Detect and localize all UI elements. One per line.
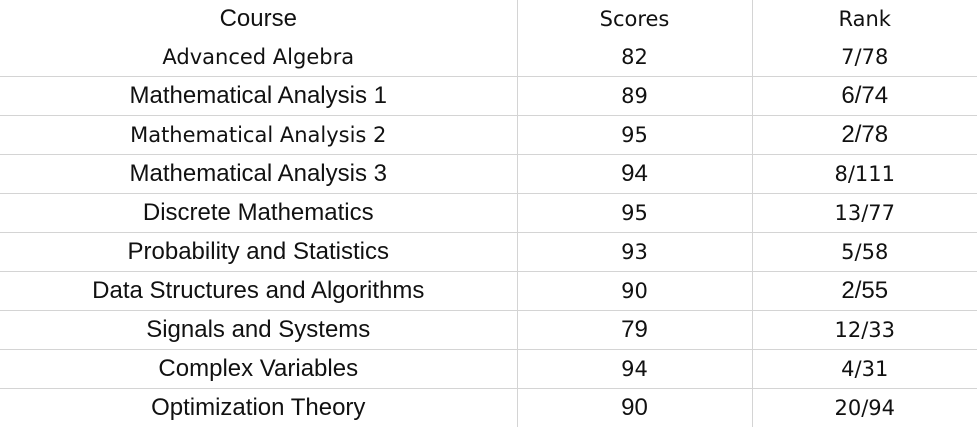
table-body: Advanced Algebra 82 7/78 Mathematical Analy… — [0, 38, 977, 427]
rank-cell: 8/111 — [752, 154, 977, 194]
score-cell: 79 — [517, 310, 753, 350]
score-cell: 94 — [517, 154, 753, 194]
course-cell: Data Structures and Algorithms — [0, 271, 518, 311]
score-cell: 90 — [517, 271, 753, 311]
score-cell: 82 — [517, 38, 753, 77]
course-cell: Complex Variables — [0, 349, 518, 389]
rank-cell: 7/78 — [752, 38, 977, 77]
header-row: Course Scores Rank — [0, 0, 977, 38]
course-cell: Advanced Algebra — [0, 38, 518, 77]
table-row: Mathematical Analysis 3 94 8/111 — [0, 154, 977, 194]
score-cell: 95 — [517, 193, 753, 233]
rank-column-header: Rank — [838, 7, 891, 31]
score-cell: 95 — [517, 115, 753, 155]
rank-cell: 5/58 — [752, 232, 977, 272]
score-cell: 93 — [517, 232, 753, 272]
rank-cell: 13/77 — [752, 193, 977, 233]
course-cell: Mathematical Analysis 1 — [0, 76, 518, 116]
table-row: Optimization Theory 90 20/94 — [0, 388, 977, 427]
rank-cell: 2/55 — [752, 271, 977, 311]
scores-column-header: Scores — [517, 0, 753, 38]
table-row: Probability and Statistics 93 5/58 — [0, 232, 977, 272]
score-cell: 90 — [517, 388, 753, 427]
score-cell: 94 — [517, 349, 753, 389]
table-row: Data Structures and Algorithms 90 2/55 — [0, 271, 977, 311]
table-row: Advanced Algebra 82 7/78 — [0, 38, 977, 77]
course-cell: Probability and Statistics — [0, 232, 518, 272]
rank-cell: 20/94 — [834, 396, 896, 420]
score-cell: 89 — [517, 76, 753, 116]
table-row: Discrete Mathematics 95 13/77 — [0, 193, 977, 233]
table-row: Mathematical Analysis 2 95 2/78 — [0, 115, 977, 155]
course-cell: Discrete Mathematics — [0, 193, 518, 233]
table-row: Mathematical Analysis 1 89 6/74 — [0, 76, 977, 116]
rank-cell: 12/33 — [752, 310, 977, 350]
table-row: Complex Variables 94 4/31 — [0, 349, 977, 389]
course-column-header: Course — [0, 0, 518, 38]
course-cell: Mathematical Analysis 3 — [0, 154, 518, 194]
course-cell: Mathematical Analysis 2 — [0, 115, 518, 155]
rank-cell: 4/31 — [752, 349, 977, 389]
course-cell: Signals and Systems — [0, 310, 518, 350]
rank-cell: 6/74 — [752, 76, 977, 116]
table-row: Signals and Systems 79 12/33 — [0, 310, 977, 350]
rank-cell: 2/78 — [752, 115, 977, 155]
course-cell: Optimization Theory — [0, 388, 518, 427]
